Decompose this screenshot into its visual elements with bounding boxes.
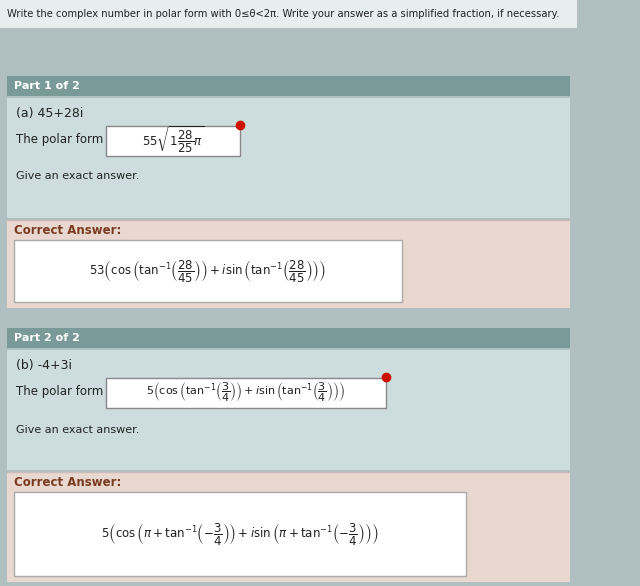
Text: Give an exact answer.: Give an exact answer.: [16, 425, 140, 435]
FancyBboxPatch shape: [15, 492, 465, 576]
FancyBboxPatch shape: [7, 350, 570, 470]
Text: Give an exact answer.: Give an exact answer.: [16, 171, 140, 181]
FancyBboxPatch shape: [7, 76, 570, 96]
FancyBboxPatch shape: [7, 472, 570, 582]
FancyBboxPatch shape: [7, 98, 570, 218]
Text: $53\left(\cos\left(\tan^{-1}\!\left(\dfrac{28}{45}\right)\right)+i\sin\left(\tan: $53\left(\cos\left(\tan^{-1}\!\left(\dfr…: [89, 258, 326, 284]
FancyBboxPatch shape: [7, 220, 570, 308]
Text: Correct Answer:: Correct Answer:: [15, 223, 122, 237]
FancyBboxPatch shape: [7, 310, 570, 330]
Text: $5\left(\cos\left(\pi+\tan^{-1}\!\left(-\dfrac{3}{4}\right)\right)+i\sin\left(\p: $5\left(\cos\left(\pi+\tan^{-1}\!\left(-…: [101, 521, 379, 547]
Text: Part 1 of 2: Part 1 of 2: [15, 81, 80, 91]
FancyBboxPatch shape: [106, 126, 240, 156]
Text: Correct Answer:: Correct Answer:: [15, 475, 122, 489]
Text: $55\sqrt{1\dfrac{28}{25}\pi}$: $55\sqrt{1\dfrac{28}{25}\pi}$: [142, 125, 204, 155]
FancyBboxPatch shape: [7, 328, 570, 348]
Text: The polar form is: The polar form is: [16, 386, 116, 398]
Text: (b) -4+3i: (b) -4+3i: [16, 359, 72, 373]
Text: Part 2 of 2: Part 2 of 2: [15, 333, 80, 343]
FancyBboxPatch shape: [0, 0, 577, 28]
Text: Write the complex number in polar form with 0≤θ<2π. Write your answer as a simpl: Write the complex number in polar form w…: [7, 9, 559, 19]
Text: (a) 45+28i: (a) 45+28i: [16, 107, 84, 121]
Text: The polar form is: The polar form is: [16, 134, 116, 146]
FancyBboxPatch shape: [15, 240, 403, 302]
Text: $5\left(\cos\left(\tan^{-1}\!\left(\dfrac{3}{4}\right)\right)+i\sin\left(\tan^{-: $5\left(\cos\left(\tan^{-1}\!\left(\dfra…: [146, 380, 345, 404]
FancyBboxPatch shape: [0, 0, 577, 586]
FancyBboxPatch shape: [106, 378, 386, 408]
